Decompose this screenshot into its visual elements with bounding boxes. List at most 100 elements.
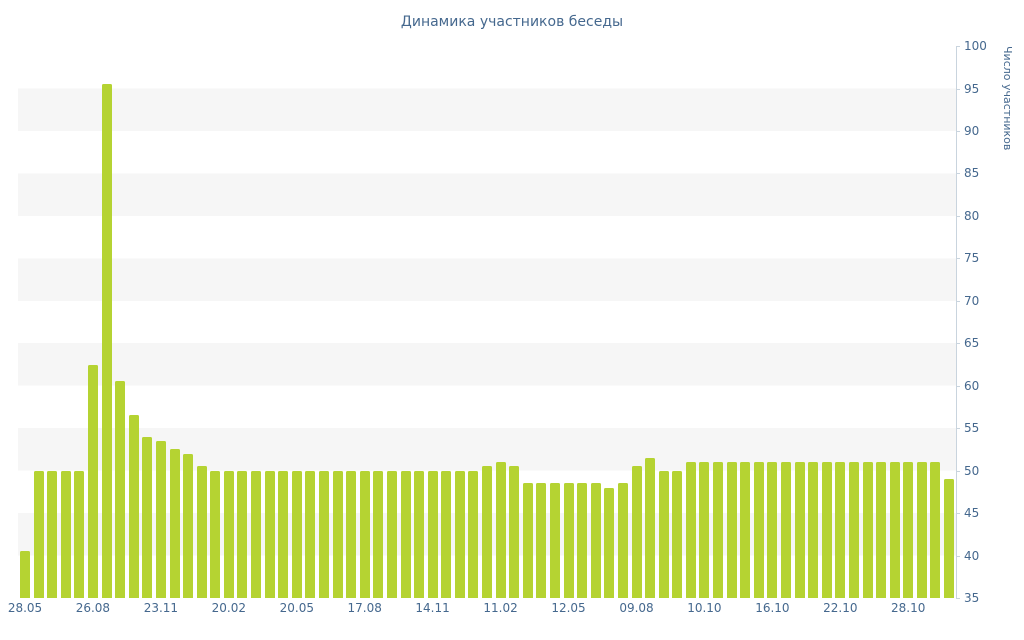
bar[interactable]	[183, 453, 194, 598]
y-tick-label: 90	[964, 123, 980, 138]
x-tick-label: 23.11	[143, 601, 179, 615]
bar[interactable]	[291, 470, 302, 598]
y-tick-mark	[956, 300, 960, 302]
y-tick-mark	[956, 428, 960, 430]
x-tick-label: 16.10	[755, 601, 790, 615]
bar[interactable]	[101, 84, 112, 598]
bar[interactable]	[631, 466, 642, 598]
bar[interactable]	[767, 462, 778, 598]
bar[interactable]	[944, 479, 954, 598]
y-tick-mark	[956, 470, 960, 472]
bar[interactable]	[169, 449, 180, 598]
bar[interactable]	[346, 470, 357, 598]
y-tick-label: 65	[964, 336, 980, 351]
bar[interactable]	[128, 415, 139, 598]
bar[interactable]	[876, 462, 887, 598]
bar[interactable]	[794, 462, 805, 598]
bar[interactable]	[210, 470, 221, 598]
chart-title: Динамика участников беседы	[400, 14, 624, 30]
y-tick-mark	[956, 598, 960, 599]
bar[interactable]	[577, 483, 588, 598]
y-tick-mark	[956, 385, 960, 387]
bar[interactable]	[237, 470, 248, 598]
bar[interactable]	[468, 470, 479, 598]
bar[interactable]	[549, 483, 560, 598]
y-tick-label: 95	[964, 81, 980, 96]
bar[interactable]	[400, 470, 411, 598]
x-tick-label: 14.11	[415, 601, 450, 615]
bar[interactable]	[889, 462, 900, 598]
bar[interactable]	[916, 462, 927, 598]
x-tick-label: 26.08	[75, 601, 111, 615]
x-tick-label: 20.05	[279, 601, 314, 615]
bar[interactable]	[155, 440, 166, 598]
bar[interactable]	[699, 462, 710, 598]
bar[interactable]	[482, 466, 492, 598]
y-tick-label: 75	[964, 251, 980, 266]
bar[interactable]	[223, 470, 234, 598]
bar[interactable]	[862, 462, 873, 598]
bar[interactable]	[522, 483, 533, 598]
y-tick-label: 35	[964, 591, 980, 605]
bar[interactable]	[726, 462, 737, 598]
bar[interactable]	[740, 462, 751, 598]
bar[interactable]	[536, 483, 547, 598]
bar[interactable]	[713, 462, 723, 598]
bar[interactable]	[903, 462, 914, 598]
bar[interactable]	[74, 470, 85, 598]
bar[interactable]	[672, 470, 683, 598]
y-tick-mark	[956, 88, 960, 90]
bar[interactable]	[373, 470, 384, 598]
bar[interactable]	[604, 487, 615, 598]
bar[interactable]	[590, 483, 601, 598]
y-tick-label: 85	[964, 166, 980, 181]
bar[interactable]	[33, 470, 44, 598]
bar[interactable]	[441, 470, 452, 598]
y-tick-mark	[956, 46, 960, 47]
bar[interactable]	[20, 551, 30, 598]
bar[interactable]	[318, 470, 329, 598]
bar[interactable]	[645, 457, 656, 598]
x-tick-label: 09.08	[619, 601, 654, 615]
y-tick-label: 80	[964, 208, 980, 223]
x-tick-label: 17.08	[347, 601, 382, 615]
x-tick-label: 20.02	[211, 601, 246, 615]
x-tick-label: 28.10	[891, 601, 926, 615]
bar[interactable]	[386, 470, 397, 598]
bar[interactable]	[685, 462, 696, 598]
bar[interactable]	[821, 462, 832, 598]
bar[interactable]	[87, 364, 98, 598]
bar[interactable]	[454, 470, 465, 598]
bar[interactable]	[780, 462, 791, 598]
bar[interactable]	[617, 483, 628, 598]
y-tick-mark	[956, 173, 960, 175]
bar[interactable]	[278, 470, 289, 598]
bar[interactable]	[251, 470, 261, 598]
bar[interactable]	[495, 462, 506, 598]
x-tick-label: 11.02	[483, 601, 518, 615]
bar[interactable]	[848, 462, 859, 598]
bar[interactable]	[47, 470, 58, 598]
bar[interactable]	[305, 470, 316, 598]
bar[interactable]	[509, 466, 520, 598]
bar[interactable]	[753, 462, 764, 598]
bar[interactable]	[196, 466, 207, 598]
y-tick-mark	[956, 555, 960, 557]
bar[interactable]	[414, 470, 425, 598]
bar[interactable]	[658, 470, 669, 598]
bar[interactable]	[930, 462, 941, 598]
plot-area	[18, 46, 957, 598]
bar[interactable]	[60, 470, 71, 598]
bar[interactable]	[332, 470, 343, 598]
x-tick-label: 22.10	[823, 601, 858, 615]
bar[interactable]	[808, 462, 819, 598]
bar[interactable]	[359, 470, 370, 598]
x-axis: 28.05 26.08 23.11 20.02 20.05 17.08 14.11 11.02…	[8, 601, 978, 617]
y-tick-mark	[956, 130, 960, 132]
bar[interactable]	[142, 436, 153, 598]
bar[interactable]	[835, 462, 846, 598]
bar[interactable]	[264, 470, 275, 598]
bar[interactable]	[115, 381, 126, 598]
bar[interactable]	[563, 483, 574, 598]
bar[interactable]	[427, 470, 438, 598]
